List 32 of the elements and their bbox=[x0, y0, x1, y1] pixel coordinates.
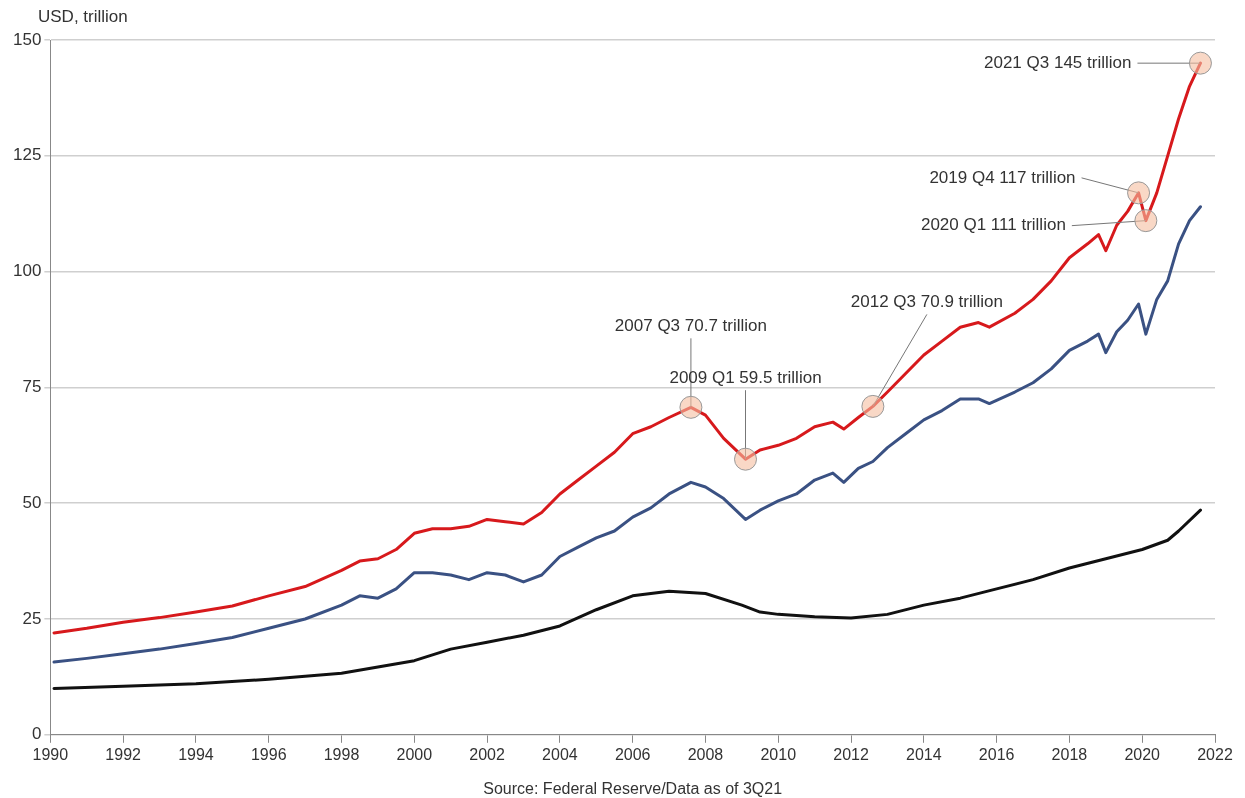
x-tick-label: 1996 bbox=[250, 745, 287, 763]
y-tick-label: 150 bbox=[12, 29, 42, 49]
x-tick-label: 2014 bbox=[906, 745, 942, 763]
y-tick-label: 75 bbox=[22, 377, 42, 397]
x-tick-label: 1990 bbox=[32, 745, 69, 763]
x-tick-label: 2004 bbox=[542, 745, 578, 763]
x-tick-label: 2000 bbox=[396, 745, 433, 763]
x-tick-label: 1998 bbox=[323, 745, 360, 763]
x-tick-label: 2018 bbox=[1051, 745, 1088, 763]
x-tick-label: 2020 bbox=[1124, 745, 1161, 763]
y-tick-label: 25 bbox=[22, 608, 42, 628]
annotation: 2009 Q1 59.5 trillion bbox=[669, 367, 822, 387]
y-tick-label: 125 bbox=[12, 145, 42, 165]
y-tick-label: 0 bbox=[31, 724, 42, 744]
x-tick-label: 2010 bbox=[760, 745, 797, 763]
x-tick-label: 2012 bbox=[833, 745, 869, 763]
x-tick-label: 1994 bbox=[178, 745, 214, 763]
annotation: 2021 Q3 145 trillion bbox=[984, 52, 1132, 72]
x-tick-label: 2008 bbox=[687, 745, 724, 763]
y-axis-title: USD, trillion bbox=[38, 7, 128, 26]
x-tick-label: 2016 bbox=[978, 745, 1015, 763]
annotation: 2019 Q4 117 trillion bbox=[929, 167, 1076, 187]
annotation: 2012 Q3 70.9 trillion bbox=[850, 292, 1003, 312]
annotation: 2020 Q1 111 trillion bbox=[920, 215, 1066, 235]
y-tick-label: 100 bbox=[12, 261, 42, 281]
x-tick-label: 2006 bbox=[614, 745, 651, 763]
x-tick-label: 2002 bbox=[469, 745, 505, 763]
x-tick-label: 1992 bbox=[105, 745, 142, 763]
y-tick-label: 50 bbox=[22, 492, 42, 512]
source-note: Source: Federal Reserve/Data as of 3Q21 bbox=[483, 780, 783, 798]
x-tick-label: 2022 bbox=[1197, 745, 1233, 763]
annotation: 2007 Q3 70.7 trillion bbox=[614, 316, 767, 336]
